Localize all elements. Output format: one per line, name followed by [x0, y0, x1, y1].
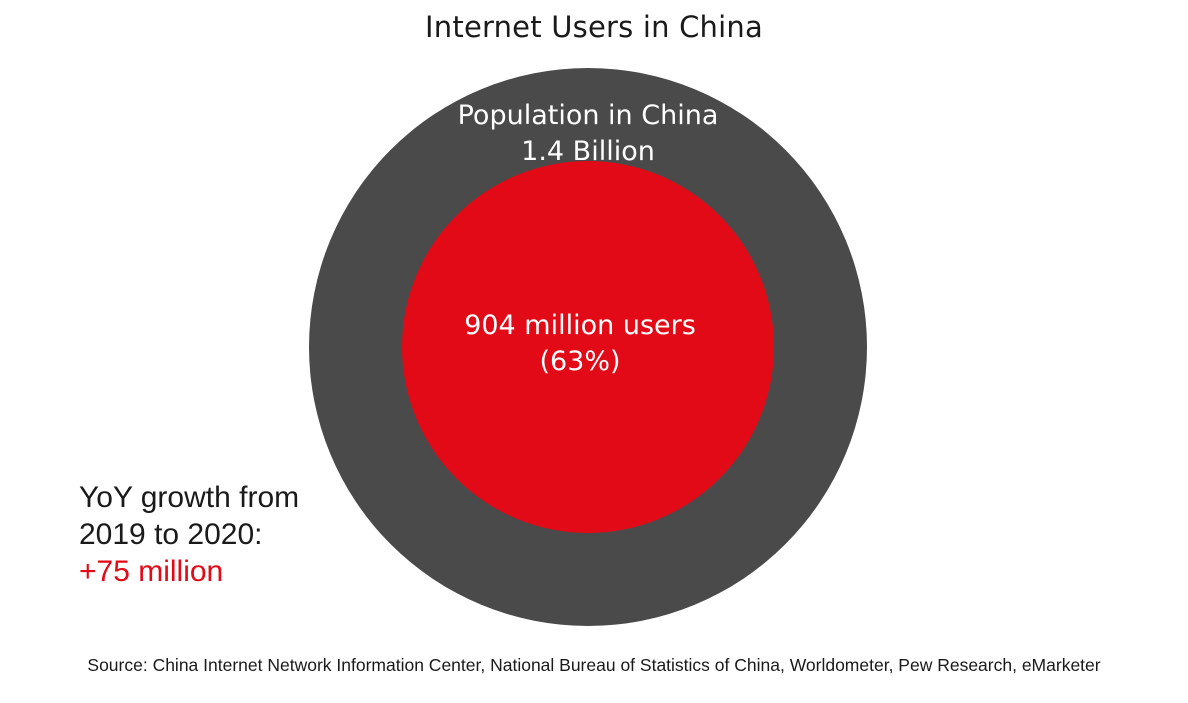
source-note: Source: China Internet Network Informati… [87, 655, 1101, 675]
chart-title: Internet Users in China [425, 10, 763, 44]
population-label: Population in China [458, 100, 719, 131]
yoy-growth-line1: YoY growth from [79, 481, 300, 514]
yoy-growth-line2: 2019 to 2020: [79, 518, 263, 551]
yoy-growth-annotation: YoY growth from 2019 to 2020: +75 millio… [79, 479, 299, 590]
population-value-label: 1.4 Billion [521, 136, 655, 167]
yoy-growth-value: +75 million [79, 555, 224, 588]
internet-users-label: 904 million users [464, 310, 696, 341]
internet-users-circle [402, 161, 774, 533]
internet-users-share-label: (63%) [539, 346, 620, 377]
